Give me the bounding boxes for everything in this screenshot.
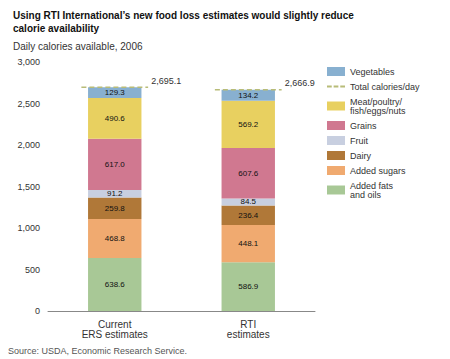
svg-text:236.4: 236.4	[238, 211, 259, 220]
svg-text:2,695.1: 2,695.1	[151, 76, 181, 86]
svg-text:fish/eggs/nuts: fish/eggs/nuts	[350, 106, 406, 116]
svg-text:134.2: 134.2	[238, 91, 259, 100]
svg-text:586.9: 586.9	[238, 282, 259, 291]
svg-text:Meat/poultry/: Meat/poultry/	[350, 96, 402, 107]
svg-text:129.3: 129.3	[105, 88, 126, 97]
svg-text:468.8: 468.8	[105, 234, 126, 243]
svg-text:Total calories/day: Total calories/day	[350, 82, 420, 92]
svg-text:estimates: estimates	[227, 329, 270, 340]
svg-text:500: 500	[25, 265, 40, 275]
svg-text:617.0: 617.0	[105, 160, 126, 169]
svg-text:569.2: 569.2	[238, 120, 259, 129]
svg-text:638.6: 638.6	[105, 280, 126, 289]
svg-text:Current: Current	[98, 318, 132, 330]
svg-text:259.8: 259.8	[105, 204, 126, 213]
svg-text:490.6: 490.6	[105, 114, 126, 123]
svg-text:ERS estimates: ERS estimates	[82, 329, 148, 340]
svg-text:Grains: Grains	[350, 121, 377, 131]
svg-text:1,000: 1,000	[17, 223, 40, 233]
svg-text:91.2: 91.2	[107, 189, 123, 198]
svg-text:Source: USDA, Economic Researc: Source: USDA, Economic Research Service.	[8, 346, 187, 356]
svg-text:Added fats: Added fats	[350, 180, 393, 191]
svg-text:calorie availability: calorie availability	[13, 23, 100, 34]
svg-text:84.5: 84.5	[240, 197, 256, 206]
svg-text:Added sugars: Added sugars	[350, 166, 406, 176]
svg-text:RTI: RTI	[240, 318, 257, 330]
svg-text:Fruit: Fruit	[350, 136, 368, 146]
svg-text:Daily calories available, 2006: Daily calories available, 2006	[13, 41, 143, 52]
svg-text:448.1: 448.1	[238, 239, 259, 248]
svg-text:3,000: 3,000	[17, 57, 40, 67]
svg-text:and oils: and oils	[350, 190, 382, 200]
svg-text:2,666.9: 2,666.9	[285, 78, 315, 88]
svg-text:0: 0	[35, 306, 40, 316]
svg-text:Vegetables: Vegetables	[350, 67, 395, 77]
svg-text:Dairy: Dairy	[350, 151, 372, 161]
svg-text:Using RTI International’s new: Using RTI International’s new food loss …	[13, 10, 354, 21]
svg-text:2,000: 2,000	[17, 140, 40, 150]
svg-text:2,500: 2,500	[17, 99, 40, 109]
svg-text:607.6: 607.6	[238, 169, 259, 178]
svg-text:1,500: 1,500	[17, 182, 40, 192]
